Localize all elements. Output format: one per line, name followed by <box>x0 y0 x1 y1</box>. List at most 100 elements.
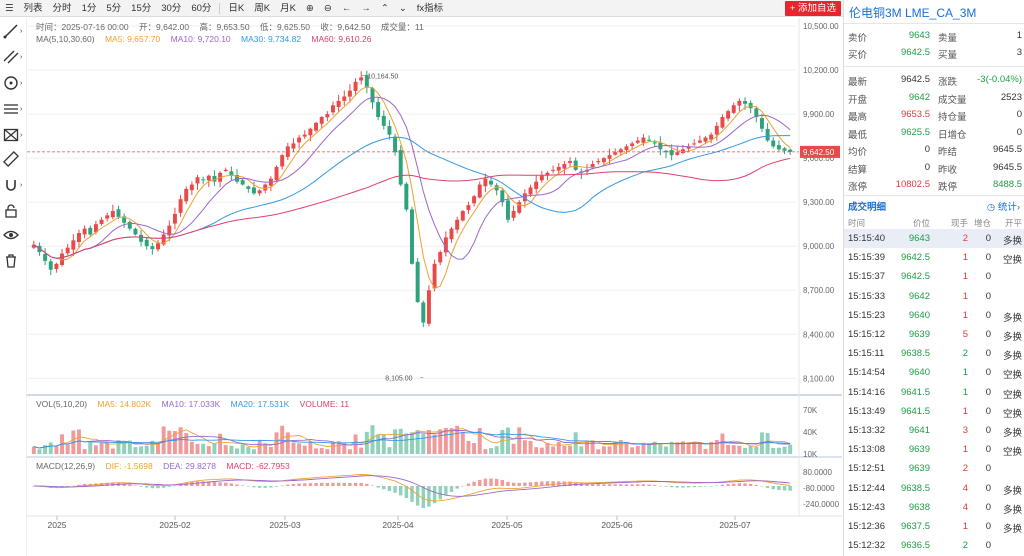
lock-icon <box>5 204 17 218</box>
trade-qty: 4 <box>962 482 968 494</box>
trade-row[interactable]: 15:12:43 9638 4 0 多换 <box>844 498 1024 517</box>
trades-column-header: 增仓 <box>973 218 991 228</box>
candle-body <box>528 187 533 195</box>
channel-tool-icon <box>3 50 19 64</box>
candle-body <box>601 158 606 163</box>
arrow-left-icon: ← <box>341 2 352 14</box>
volume-bar <box>347 449 352 454</box>
magnet-tool-button[interactable]: › <box>3 176 25 194</box>
period-tab-1[interactable]: 分时 <box>52 2 72 14</box>
volume-bar <box>472 443 477 454</box>
period-tab-2[interactable]: 1分 <box>81 2 97 14</box>
trade-row[interactable]: 15:12:44 9638.5 4 0 多换 <box>844 479 1024 498</box>
period-tab-7[interactable]: 日K <box>228 2 245 14</box>
macd-histogram-bar <box>596 484 600 486</box>
candle-body <box>692 143 697 145</box>
indicators-button[interactable]: fx指标 <box>416 2 444 14</box>
stat-label: 均价 <box>848 147 868 158</box>
candle-body <box>206 175 211 181</box>
volume-bar <box>37 449 42 454</box>
macd-histogram-bar <box>602 484 606 486</box>
envelope-tool-button[interactable]: › <box>3 126 25 144</box>
volume-bar <box>539 447 544 454</box>
period-tab-0[interactable]: 列表 <box>23 2 43 14</box>
chart-area[interactable]: 10,500.00 10,200.00 9,900.00 9,600.00 9,300.… <box>27 18 842 556</box>
menu-button[interactable]: ☰ <box>0 0 19 17</box>
macd-histogram-bar <box>494 478 499 486</box>
candle-body <box>686 146 691 149</box>
volume-bar <box>206 446 211 454</box>
channel-tool-button[interactable]: › <box>3 48 25 66</box>
horizontal-lines-tool-button[interactable]: › <box>3 100 25 118</box>
visibility-tool-button[interactable] <box>3 226 25 244</box>
trade-row[interactable]: 15:15:11 9638.5 2 0 多换 <box>844 344 1024 363</box>
volume-bar <box>776 447 781 454</box>
ma-label: MA(5,10,30,60) <box>36 34 95 44</box>
trade-price: 9642.5 <box>900 271 930 283</box>
candle-body <box>500 190 505 203</box>
volume-bar <box>342 443 347 454</box>
zoom-in-icon: ⊕ <box>305 2 314 14</box>
macd-histogram-bar <box>65 486 70 487</box>
trade-type: 空换 <box>1002 447 1022 459</box>
circle-tool-button[interactable]: › <box>3 74 25 92</box>
trade-inc: 0 <box>985 367 991 379</box>
trade-row[interactable]: 15:12:32 9636.5 2 0 <box>844 536 1024 555</box>
stats-button[interactable]: ◷ 统计› <box>987 199 1020 213</box>
trade-price: 9641.5 <box>900 405 930 417</box>
scroll-left-button[interactable]: ← <box>337 0 357 17</box>
legend-volume: 成交量：11 <box>380 22 424 32</box>
period-tab-4[interactable]: 15分 <box>131 2 152 14</box>
candle-body <box>212 175 217 182</box>
line-tool-button[interactable]: › <box>3 22 25 40</box>
volume-bar <box>624 442 629 454</box>
candle-body <box>426 290 431 324</box>
zoom-out-button[interactable]: ⊖ <box>319 0 337 17</box>
trade-row[interactable]: 15:14:16 9641.5 1 0 空换 <box>844 383 1024 402</box>
macd-histogram-bar <box>681 486 685 488</box>
period-tab-5[interactable]: 30分 <box>161 2 182 14</box>
period-tab-8[interactable]: 周K <box>254 2 271 14</box>
period-tab-9[interactable]: 月K <box>280 2 296 14</box>
macd-histogram-bar <box>77 484 81 486</box>
macd-dea-value: DEA: 29.8278 <box>163 461 216 471</box>
delete-tool-button[interactable] <box>3 252 25 270</box>
trade-row[interactable]: 15:13:49 9641.5 1 0 空换 <box>844 402 1024 421</box>
period-tab-6[interactable]: 60分 <box>191 2 212 14</box>
macd-histogram-bar <box>715 485 719 487</box>
vol-ma20-value: MA20: 17.531K <box>230 399 290 409</box>
expand-down-button[interactable]: ⌄ <box>394 0 412 17</box>
ruler-tool-button[interactable] <box>3 150 25 168</box>
trade-row[interactable]: 15:15:37 9642.5 1 0 <box>844 267 1024 286</box>
trade-row[interactable]: 15:13:32 9641 3 0 多换 <box>844 421 1024 440</box>
volume-bar <box>144 445 149 454</box>
trade-row[interactable]: 15:13:08 9639 1 0 空换 <box>844 440 1024 459</box>
trade-row[interactable]: 15:15:23 9640 1 0 多换 <box>844 306 1024 325</box>
volume-bar <box>291 442 296 454</box>
trade-row[interactable]: 15:12:36 9637.5 1 0 多换 <box>844 517 1024 536</box>
trade-type: 多换 <box>1002 332 1022 343</box>
candle-body <box>364 75 369 88</box>
period-tab-3[interactable]: 5分 <box>106 2 122 14</box>
add-watchlist-button[interactable]: + 添加自选 <box>784 1 841 16</box>
stat-row: 涨停 10802.5 跌停 8488.5 <box>844 176 1024 194</box>
candle-body <box>449 228 454 240</box>
trade-row[interactable]: 15:15:12 9639 5 0 多换 <box>844 325 1024 344</box>
trade-row[interactable]: 15:14:54 9640 1 0 空换 <box>844 363 1024 382</box>
expand-up-button[interactable]: ⌃ <box>376 0 394 17</box>
zoom-in-button[interactable]: ⊕ <box>301 0 319 17</box>
volume-bar <box>686 442 691 454</box>
macd-histogram-bar <box>150 486 155 489</box>
macd-histogram-bar <box>686 486 691 488</box>
trade-row[interactable]: 15:15:33 9642 1 0 <box>844 287 1024 306</box>
macd-histogram-bar <box>438 486 442 500</box>
scroll-right-button[interactable]: → <box>356 0 376 17</box>
trade-row[interactable]: 15:15:40 9643 2 0 多换 <box>844 229 1024 248</box>
trade-row[interactable]: 15:12:51 9639 2 0 <box>844 459 1024 478</box>
trade-row[interactable]: 15:15:39 9642.5 1 0 空换 <box>844 248 1024 267</box>
kline-chart[interactable]: 10,500.00 10,200.00 9,900.00 9,600.00 9,300.… <box>27 18 842 556</box>
volume-bar <box>201 443 206 454</box>
candle-body <box>127 222 132 229</box>
macd-histogram-bar <box>720 484 725 486</box>
lock-tool-button[interactable] <box>3 202 25 220</box>
